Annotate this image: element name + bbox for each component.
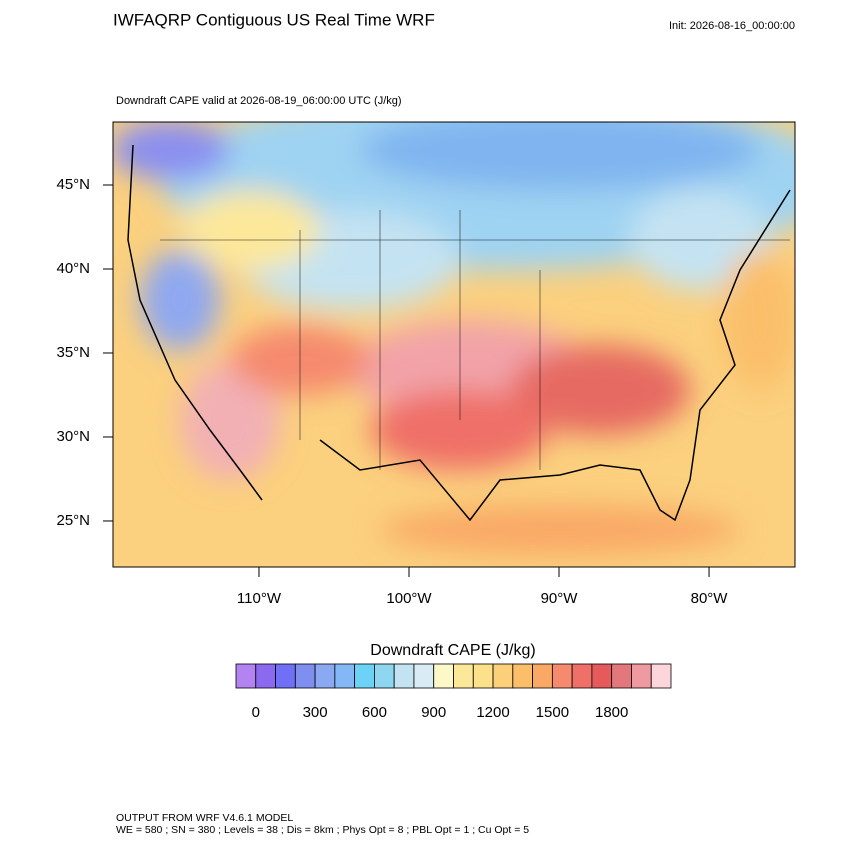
colorbar-box [532,663,553,689]
colorbar-box [512,663,533,689]
colorbar-box [453,663,474,689]
colorbar-box [413,663,435,689]
y-tick-label: 40°N [56,260,90,277]
colorbar-label: 600 [362,704,387,721]
colorbar-box [631,663,652,689]
colorbar-box [433,663,454,689]
colorbar-box [611,663,632,689]
map-frame [112,121,796,568]
colorbar-box [374,663,395,689]
colorbar-label: 1500 [536,704,569,721]
y-tick-label: 35°N [56,344,90,361]
colorbar-box [354,663,375,689]
x-tick-label: 110°W [237,590,282,607]
colorbar-box [294,663,316,689]
colorbar-box [551,663,573,689]
y-tick-label: 30°N [56,428,90,445]
colorbar-label: 1800 [595,704,628,721]
colorbar-label: 1200 [476,704,509,721]
colorbar-label: 300 [303,704,328,721]
colorbar-box [334,663,356,689]
x-tick-label: 100°W [386,590,432,607]
x-tick-label: 80°W [691,590,729,607]
colorbar-box [571,663,593,689]
init-time: Init: 2026-08-16_00:00:00 [669,20,795,32]
colorbar-box [275,663,296,689]
y-tick-label: 25°N [56,512,90,529]
y-tick-label: 45°N [56,176,90,193]
colorbar-box [591,663,613,689]
colorbar-box [255,663,276,689]
title: IWFAQRP Contiguous US Real Time WRF [113,10,435,29]
colorbar-label: 900 [421,704,446,721]
colorbar-box [492,663,514,689]
colorbar-box [650,663,672,689]
x-tick-label: 90°W [541,590,579,607]
colorbar-box [393,663,415,689]
colorbar-box [314,663,336,689]
colorbar-title: Downdraft CAPE (J/kg) [370,642,535,659]
footer-line: WE = 580 ; SN = 380 ; Levels = 38 ; Dis … [116,824,529,836]
footer-line: OUTPUT FROM WRF V4.6.1 MODEL [116,812,293,824]
map-field [113,122,795,567]
colorbar-box [235,663,257,689]
subtitle: Downdraft CAPE valid at 2026-08-19_06:00… [116,95,402,107]
coastlines [127,144,791,522]
colorbar-label: 0 [252,704,260,721]
colorbar-box [472,663,494,689]
field-blobs [113,122,795,555]
